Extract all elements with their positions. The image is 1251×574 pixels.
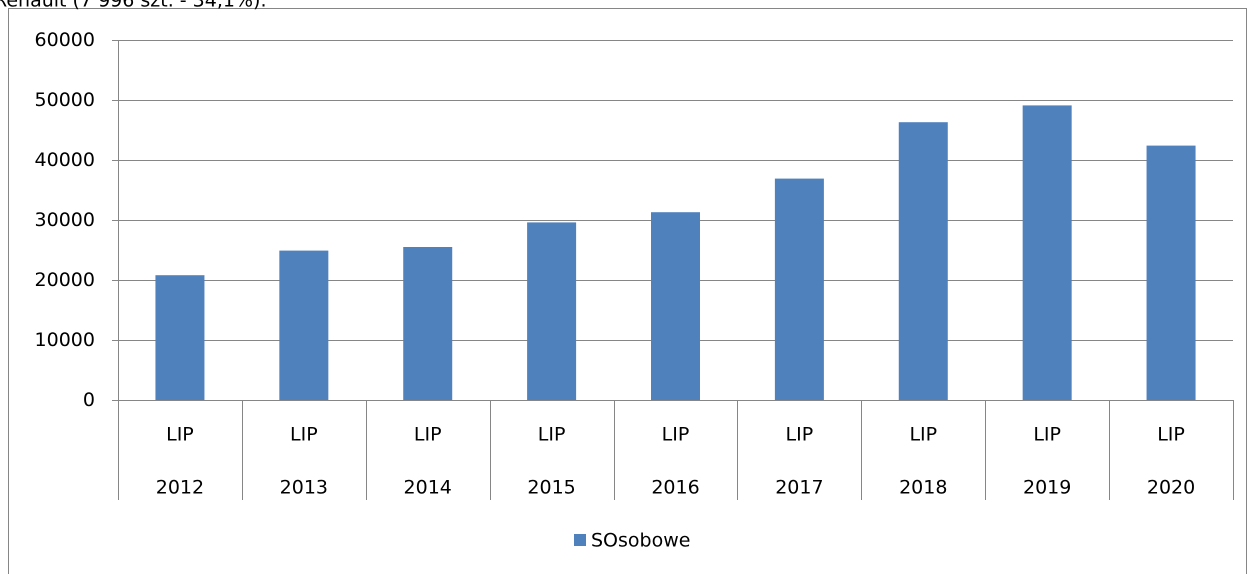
x-tick-label: LIP [1157, 424, 1185, 446]
x-tick-label: LIP [166, 424, 194, 446]
x-tick-label: LIP [786, 424, 814, 446]
bar [403, 247, 453, 400]
bar [651, 212, 700, 400]
x-tick-label: 2016 [651, 477, 699, 499]
x-tick-label: 2020 [1147, 477, 1195, 499]
bar [774, 178, 824, 400]
y-tick-label: 10000 [35, 329, 95, 351]
y-tick-label: 50000 [35, 89, 95, 111]
note: Renault (7 996 szt. - 34,1%). [0, 0, 267, 12]
bar [898, 122, 948, 400]
x-tick-label: LIP [909, 424, 937, 446]
bar [155, 275, 205, 400]
x-tick-label: LIP [290, 424, 318, 446]
y-tick-label: 0 [83, 389, 95, 411]
legend-swatch [574, 534, 586, 546]
bar [279, 250, 329, 400]
x-tick-label: 2014 [404, 477, 452, 499]
x-tick-label: 2019 [1023, 477, 1071, 499]
x-tick-label: 2018 [899, 477, 947, 499]
bar [1146, 145, 1196, 400]
x-tick-label: 2015 [527, 477, 575, 499]
y-tick-label: 30000 [35, 209, 95, 231]
bar [527, 222, 577, 400]
y-tick-label: 60000 [35, 29, 95, 51]
x-tick-label: LIP [414, 424, 442, 446]
y-tick-label: 40000 [35, 149, 95, 171]
y-tick-label: 20000 [35, 269, 95, 291]
x-tick-label: 2013 [280, 477, 328, 499]
x-tick-label: LIP [662, 424, 690, 446]
x-tick-label: LIP [538, 424, 566, 446]
x-tick-label: 2017 [775, 477, 823, 499]
bar [1022, 105, 1072, 401]
x-tick-label: 2012 [156, 477, 204, 499]
legend-label: SOsobowe [591, 530, 690, 552]
x-tick-label: LIP [1033, 424, 1061, 446]
